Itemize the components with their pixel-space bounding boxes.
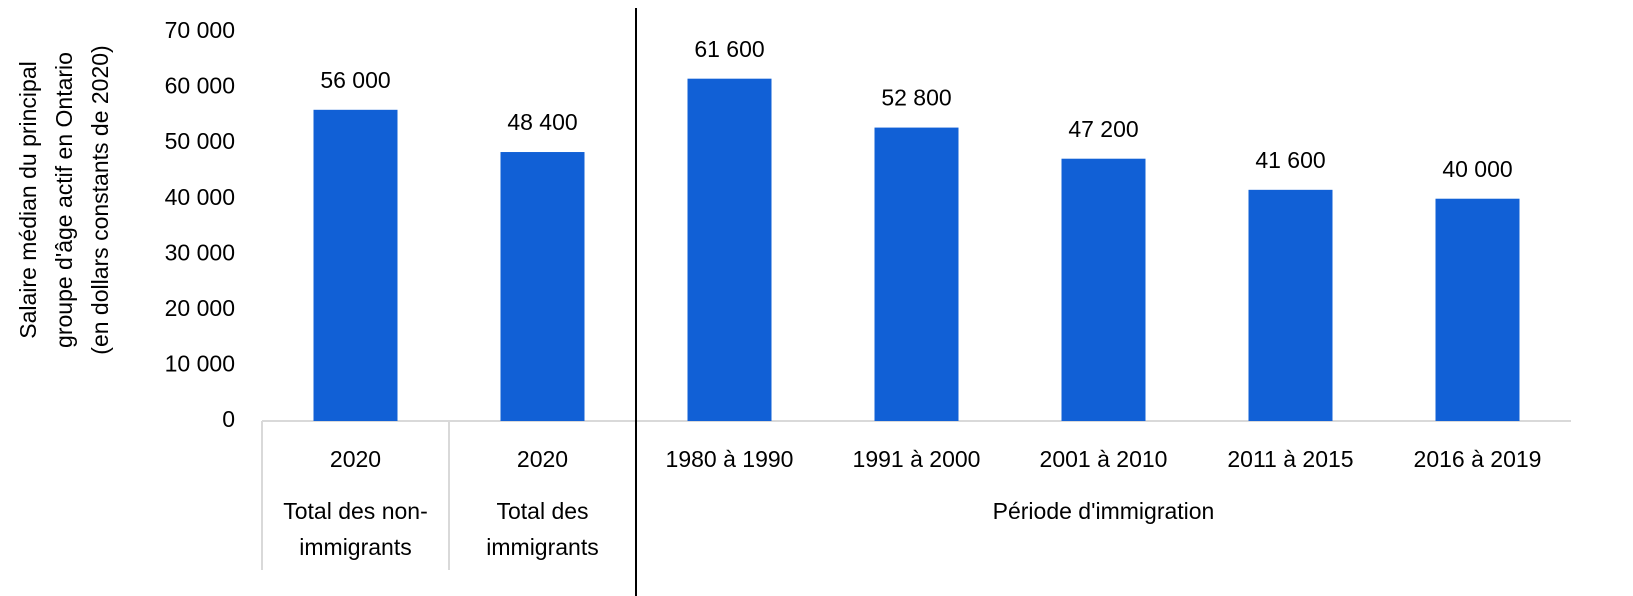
bar [874, 127, 959, 421]
y-tick-label: 10 000 [165, 351, 235, 377]
group-label: immigrants [299, 534, 411, 560]
bar [1435, 198, 1520, 421]
x-tick-label: 2020 [517, 446, 568, 472]
group-label: Période d'immigration [993, 498, 1215, 524]
y-tick-label: 0 [222, 406, 235, 432]
x-tick-label: 2020 [330, 446, 381, 472]
value-label: 48 400 [507, 109, 577, 135]
x-tick-label: 2016 à 2019 [1414, 446, 1542, 472]
x-tick-label: 2011 à 2015 [1227, 446, 1353, 472]
group-label: Total des non- [283, 498, 427, 524]
y-tick-label: 50 000 [165, 128, 235, 154]
value-label: 56 000 [320, 67, 390, 93]
bar [1061, 158, 1146, 421]
y-axis-label: Salaire médian du principal [15, 61, 41, 338]
y-axis-label: groupe d'âge actif en Ontario [51, 52, 77, 348]
y-tick-label: 20 000 [165, 295, 235, 321]
group-label: Total des [496, 498, 588, 524]
y-axis-label: (en dollars constants de 2020) [87, 45, 113, 354]
y-tick-label: 30 000 [165, 239, 235, 265]
y-tick-label: 70 000 [165, 17, 235, 43]
group-label: immigrants [486, 534, 598, 560]
bar [500, 152, 585, 421]
bar [687, 78, 772, 422]
x-tick-label: 1980 à 1990 [666, 446, 794, 472]
bar [1248, 189, 1333, 421]
value-label: 40 000 [1442, 156, 1512, 182]
value-label: 47 200 [1068, 116, 1138, 142]
value-label: 41 600 [1255, 147, 1325, 173]
x-tick-label: 2001 à 2010 [1040, 446, 1168, 472]
value-label: 61 600 [694, 36, 764, 62]
bar [313, 109, 398, 422]
x-tick-label: 1991 à 2000 [853, 446, 981, 472]
y-tick-label: 40 000 [165, 184, 235, 210]
y-tick-label: 60 000 [165, 73, 235, 99]
value-label: 52 800 [881, 85, 951, 111]
